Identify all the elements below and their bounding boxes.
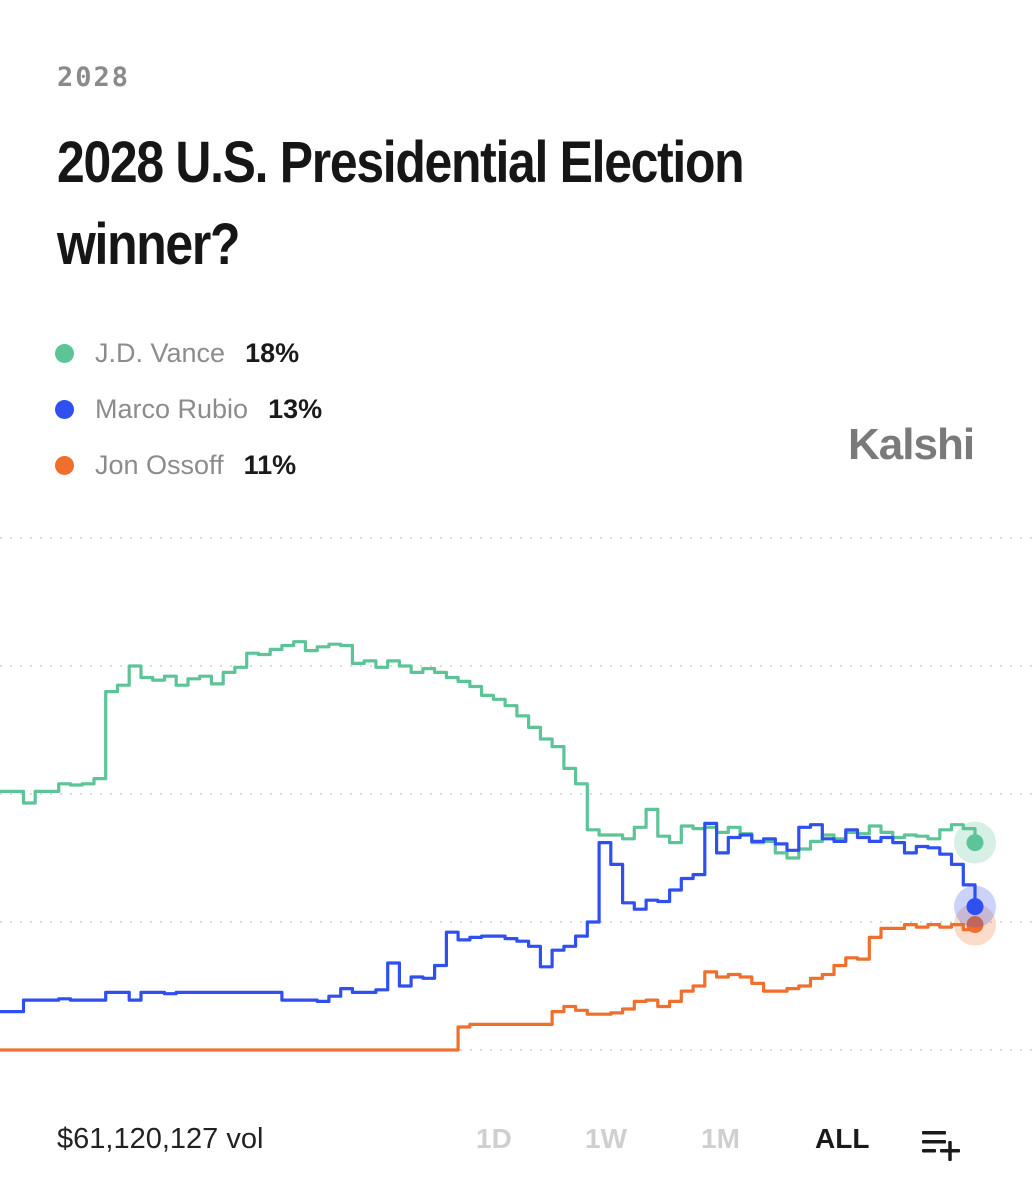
legend-name: Marco Rubio [95, 393, 249, 424]
legend-name: Jon Ossoff [95, 449, 224, 480]
category-label: 2028 [57, 62, 131, 93]
legend-dot-vance [55, 343, 74, 363]
endpoint-dot [966, 916, 984, 934]
volume-label: $61,120,127 vol [57, 1123, 264, 1155]
series-line-marco-rubio [0, 821, 977, 1014]
list-add-icon[interactable] [920, 1125, 964, 1161]
price-chart[interactable] [0, 520, 1035, 1080]
range-all-button[interactable]: ALL [815, 1123, 870, 1154]
range-1w-button[interactable]: 1W [585, 1123, 627, 1154]
legend: J.D. Vance 18% Marco Rubio 13% Jon Ossof… [55, 325, 322, 493]
range-1d-button[interactable]: 1D [476, 1123, 512, 1154]
market-title: 2028 U.S. Presidential Election winner? [57, 130, 745, 277]
series-line-j-d-vance [0, 640, 977, 860]
legend-name: J.D. Vance [95, 337, 226, 368]
endpoint-dot [966, 834, 984, 852]
kalshi-logo: Kalshi [848, 420, 975, 469]
legend-item-vance: J.D. Vance 18% [55, 325, 322, 381]
range-1m-button[interactable]: 1M [701, 1123, 740, 1154]
legend-value: 18% [245, 337, 300, 368]
legend-value: 13% [268, 393, 323, 424]
series-line-jon-ossoff [0, 923, 977, 1052]
legend-item-rubio: Marco Rubio 13% [55, 381, 322, 437]
legend-dot-rubio [55, 399, 74, 419]
endpoint-dot [966, 898, 984, 916]
legend-item-ossoff: Jon Ossoff 11% [55, 437, 322, 493]
chart-footer: $61,120,127 vol 1D 1W 1M ALL [0, 1115, 1035, 1165]
legend-value: 11% [243, 449, 297, 480]
legend-dot-ossoff [55, 455, 74, 475]
